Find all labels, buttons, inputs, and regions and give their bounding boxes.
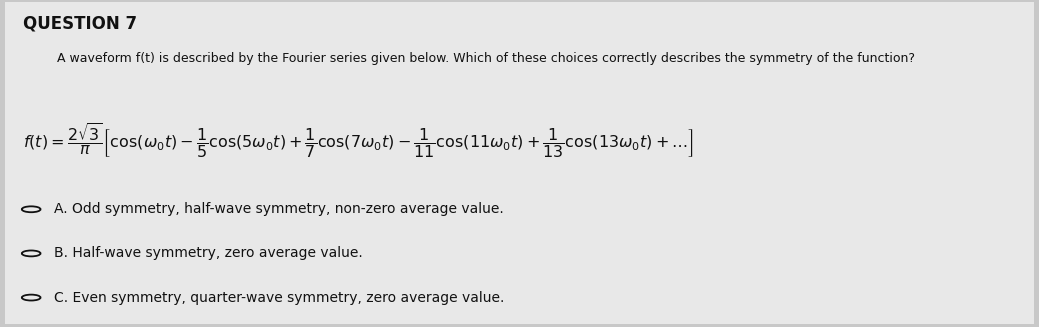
Text: C. Even symmetry, quarter-wave symmetry, zero average value.: C. Even symmetry, quarter-wave symmetry,… <box>54 291 504 304</box>
Text: A. Odd symmetry, half-wave symmetry, non-zero average value.: A. Odd symmetry, half-wave symmetry, non… <box>54 202 504 216</box>
FancyBboxPatch shape <box>5 2 1034 324</box>
Text: QUESTION 7: QUESTION 7 <box>23 15 137 33</box>
Text: B. Half-wave symmetry, zero average value.: B. Half-wave symmetry, zero average valu… <box>54 247 363 260</box>
Text: $f(t) = \dfrac{2\sqrt{3}}{\pi}\left[\cos(\omega_0 t) - \dfrac{1}{5}\cos(5\omega_: $f(t) = \dfrac{2\sqrt{3}}{\pi}\left[\cos… <box>23 121 694 160</box>
Text: A waveform f(t) is described by the Fourier series given below. Which of these c: A waveform f(t) is described by the Four… <box>57 52 915 65</box>
